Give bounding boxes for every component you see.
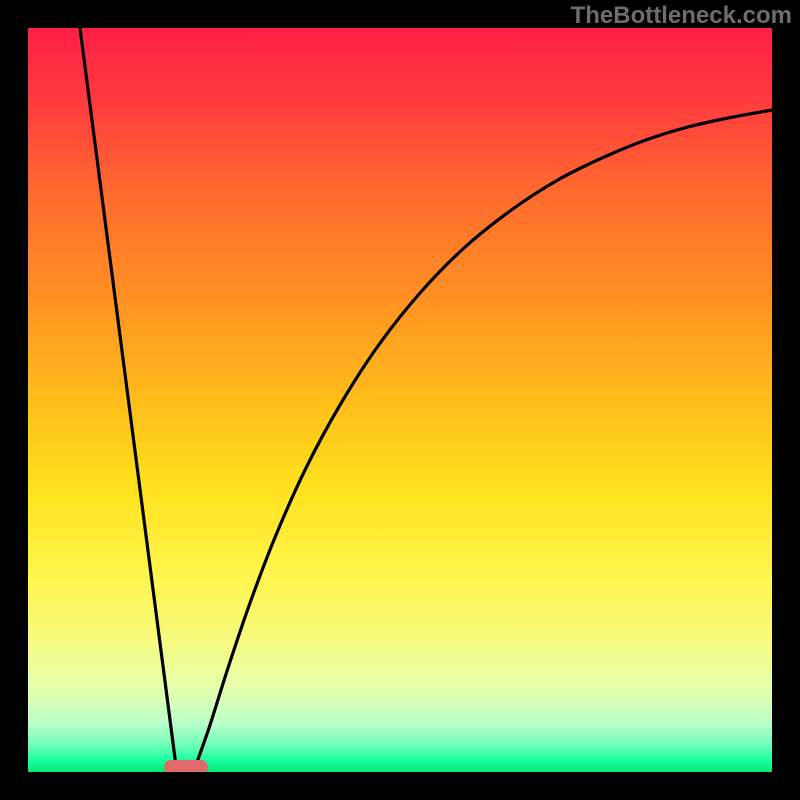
chart-stage: TheBottleneck.com (0, 0, 800, 800)
chart-overlay (28, 28, 772, 772)
watermark-text: TheBottleneck.com (571, 2, 792, 30)
left-bottleneck-line (80, 28, 176, 766)
plot-area (28, 28, 772, 772)
optimal-marker-pill (164, 760, 208, 772)
right-bottleneck-curve (196, 110, 772, 765)
